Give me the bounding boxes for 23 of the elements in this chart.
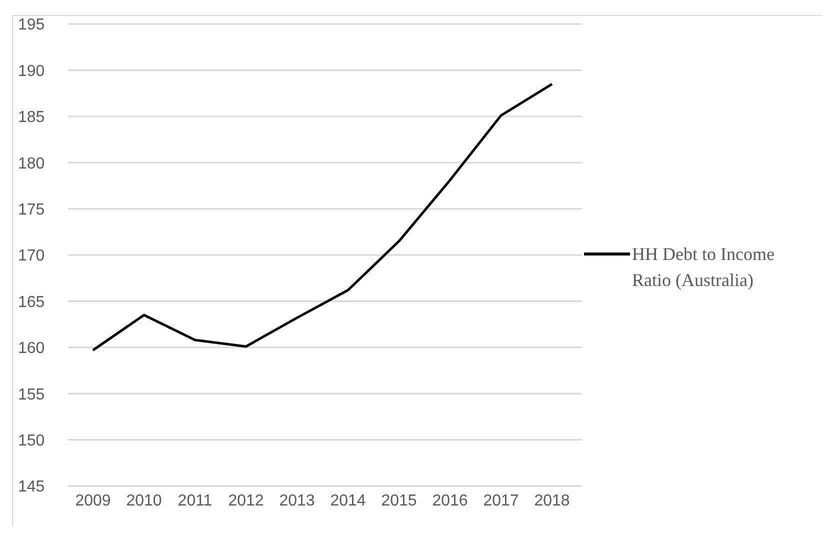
y-tick-label: 165 [18,294,45,311]
y-tick-label: 190 [18,62,45,80]
line-series [92,82,554,352]
x-tick-label: 2017 [483,492,519,510]
x-tick-label: 2009 [75,492,111,510]
y-tick-label: 180 [18,155,45,172]
legend-label: HH Debt to Income Ratio (Australia) [632,243,776,292]
x-tick-label: 2010 [126,492,162,510]
x-tick-label: 2013 [279,492,315,510]
x-tick-label: 2015 [381,492,417,510]
x-tick-label: 2014 [330,492,366,510]
y-tick-label: 145 [18,478,45,496]
y-tick-label: 155 [18,386,45,404]
y-tick-label: 195 [18,16,45,34]
y-tick-label: 150 [18,432,45,450]
y-tick-label: 170 [18,248,45,265]
x-tick-label: 2016 [432,492,468,510]
y-tick-label: 160 [18,340,45,358]
x-tick-label: 2018 [534,492,570,510]
x-tick-label: 2011 [178,492,212,510]
x-tick-label: 2012 [228,492,264,510]
y-tick-label: 185 [18,109,45,126]
y-tick-label: 175 [18,201,45,218]
